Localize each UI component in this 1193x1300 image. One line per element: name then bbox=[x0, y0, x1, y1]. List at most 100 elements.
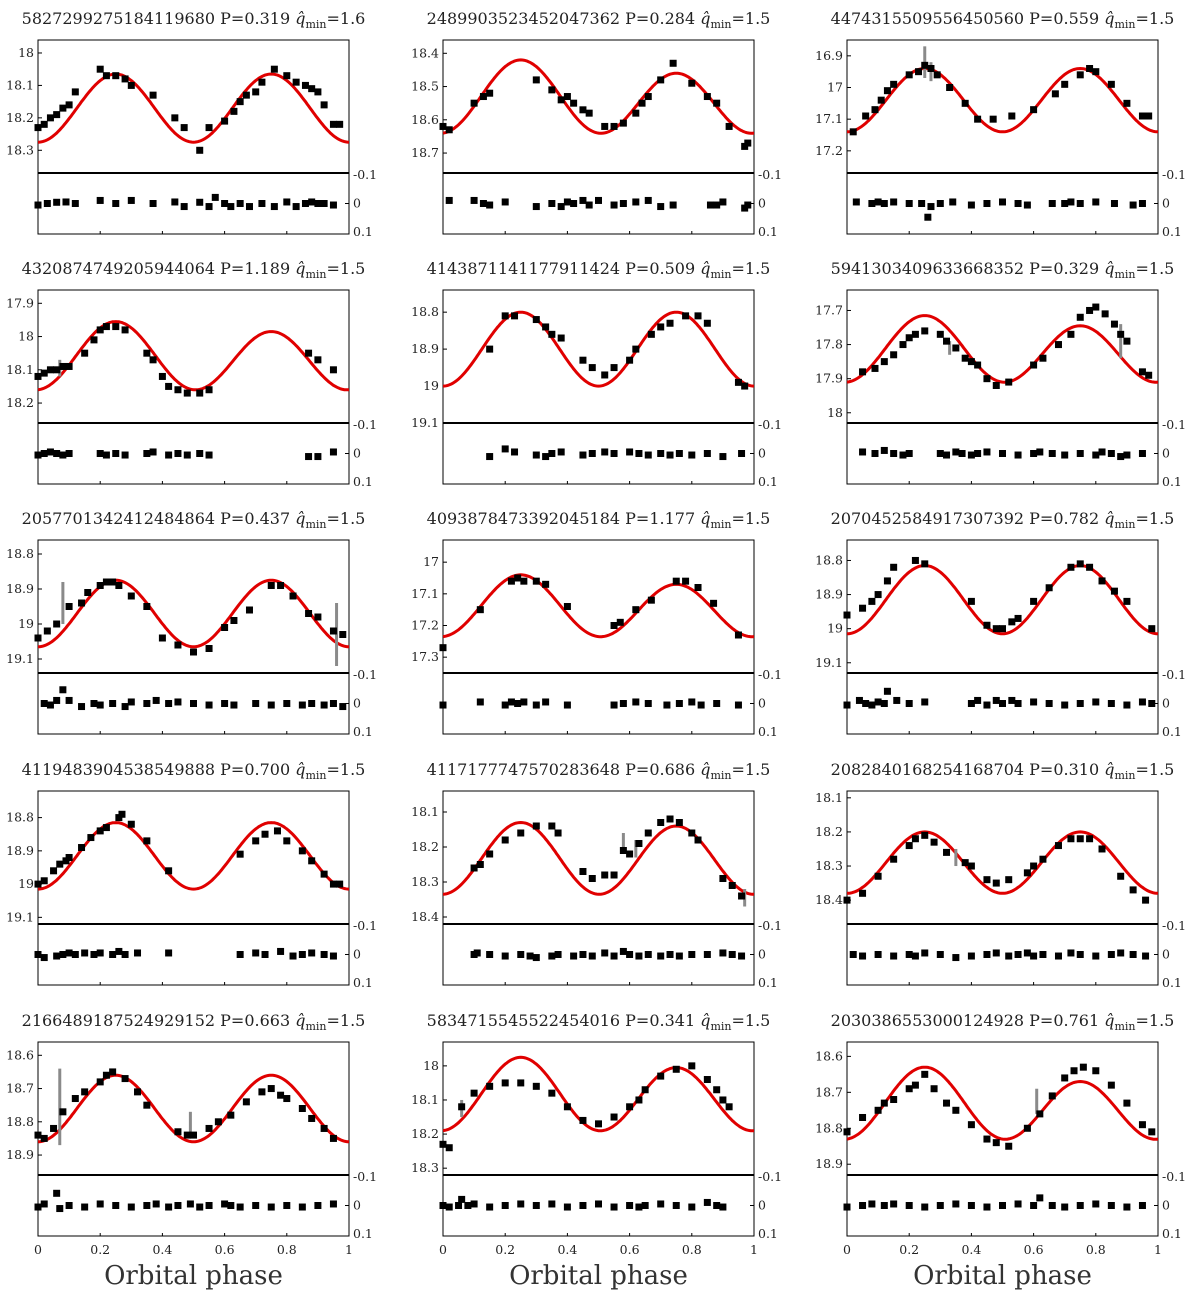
data-point bbox=[1061, 80, 1069, 88]
model-curve bbox=[442, 58, 755, 135]
data-point bbox=[1039, 354, 1047, 362]
panel-id: 4474315509556450560 bbox=[831, 9, 1030, 28]
data-point bbox=[554, 829, 562, 837]
q-symbol: q̂ bbox=[1104, 1011, 1114, 1030]
residual-tick-label: -0.1 bbox=[758, 667, 782, 682]
data-point bbox=[305, 610, 313, 617]
data-point bbox=[579, 356, 587, 364]
q-symbol: q̂ bbox=[295, 259, 305, 278]
residual-point bbox=[526, 952, 534, 960]
panel-period: P=0.284 bbox=[625, 9, 700, 28]
data-point bbox=[741, 382, 749, 390]
panel-frame bbox=[442, 1041, 755, 1237]
residual-point bbox=[1107, 1202, 1115, 1209]
panel-id: 2070452584917307392 bbox=[831, 509, 1030, 528]
residual-point bbox=[588, 952, 596, 960]
y-tick-label: 18.8 bbox=[815, 1120, 843, 1135]
residual-tick-label: 0.1 bbox=[1162, 1226, 1182, 1241]
data-point bbox=[1070, 1067, 1078, 1075]
data-point bbox=[688, 829, 696, 837]
residual-tick-label: -0.1 bbox=[1162, 417, 1186, 432]
data-point bbox=[890, 563, 898, 571]
data-point bbox=[719, 1096, 727, 1104]
model-curve bbox=[442, 820, 754, 896]
data-point bbox=[744, 139, 752, 147]
y-tick-label: 18.9 bbox=[6, 843, 34, 858]
residual-point bbox=[115, 947, 123, 955]
y-tick-label: 17.2 bbox=[815, 143, 843, 158]
data-point bbox=[445, 126, 453, 134]
residual-point bbox=[1098, 448, 1106, 456]
data-point bbox=[983, 876, 991, 884]
data-point bbox=[666, 319, 674, 327]
data-point bbox=[871, 106, 879, 114]
model-curve bbox=[37, 72, 350, 144]
residual-point bbox=[143, 450, 151, 457]
data-point bbox=[214, 1118, 222, 1126]
residual-tick-label: 0.1 bbox=[353, 474, 373, 489]
data-point bbox=[102, 323, 110, 331]
residual-tick-label: -0.1 bbox=[353, 667, 377, 682]
residual-point bbox=[221, 700, 229, 707]
data-point bbox=[121, 75, 129, 83]
data-point bbox=[725, 122, 733, 130]
y-tick-label: 18.1 bbox=[6, 77, 34, 92]
data-point bbox=[859, 1113, 867, 1121]
residual-tick-label: 0.1 bbox=[1162, 474, 1182, 489]
model-curve bbox=[37, 1073, 350, 1144]
residual-point bbox=[890, 952, 898, 960]
data-point bbox=[143, 1101, 151, 1109]
data-point bbox=[501, 836, 509, 844]
residual-point bbox=[713, 201, 721, 209]
data-point bbox=[314, 356, 322, 364]
residual-tick-label: 0 bbox=[1162, 947, 1170, 962]
residual-point bbox=[1014, 1200, 1022, 1208]
residual-point bbox=[532, 203, 540, 211]
data-point bbox=[165, 382, 173, 390]
panel-frame bbox=[37, 289, 350, 485]
panel-title: 5941303409633668352 P=0.329 q̂min=1.5 bbox=[831, 259, 1175, 281]
residual-point bbox=[186, 1200, 194, 1208]
residual-point bbox=[859, 952, 867, 960]
data-point bbox=[915, 68, 923, 76]
data-point bbox=[245, 606, 253, 614]
residual-point bbox=[983, 448, 991, 456]
data-point bbox=[205, 1124, 213, 1132]
data-point bbox=[871, 364, 879, 372]
data-point bbox=[635, 840, 643, 847]
data-point bbox=[588, 364, 596, 372]
residual-point bbox=[1148, 700, 1156, 707]
data-point bbox=[911, 330, 919, 338]
panel-qmin: =1.5 bbox=[1136, 1011, 1175, 1030]
data-point bbox=[890, 855, 898, 863]
residual-point bbox=[1123, 701, 1131, 709]
panel-qmin: =1.5 bbox=[327, 760, 366, 779]
q-symbol: q̂ bbox=[295, 509, 305, 528]
data-point bbox=[301, 81, 309, 89]
data-point bbox=[230, 107, 238, 115]
y-tick-label: 19 bbox=[423, 378, 439, 393]
y-tick-label: 18.9 bbox=[411, 341, 439, 356]
data-point bbox=[610, 622, 618, 629]
y-tick-label: 17 bbox=[423, 554, 439, 569]
data-point bbox=[532, 76, 540, 84]
data-point bbox=[109, 578, 117, 586]
q-subscript: min bbox=[305, 268, 326, 281]
panel-period: P=1.189 bbox=[220, 259, 295, 278]
data-point bbox=[517, 1079, 525, 1087]
data-point bbox=[983, 621, 991, 629]
residual-point bbox=[65, 450, 73, 457]
data-point bbox=[40, 877, 48, 885]
residual-point bbox=[703, 951, 711, 958]
data-point bbox=[989, 115, 997, 123]
residual-point bbox=[81, 949, 89, 957]
residual-point bbox=[514, 700, 522, 707]
residual-point bbox=[719, 198, 727, 206]
data-point bbox=[532, 1082, 540, 1090]
residual-point bbox=[579, 951, 587, 958]
data-point bbox=[890, 80, 898, 88]
panel-id: 4093878473392045184 bbox=[427, 509, 626, 528]
panel-title: 4093878473392045184 P=1.177 q̂min=1.5 bbox=[427, 509, 771, 531]
residual-point bbox=[610, 450, 618, 457]
residual-point bbox=[874, 951, 882, 958]
